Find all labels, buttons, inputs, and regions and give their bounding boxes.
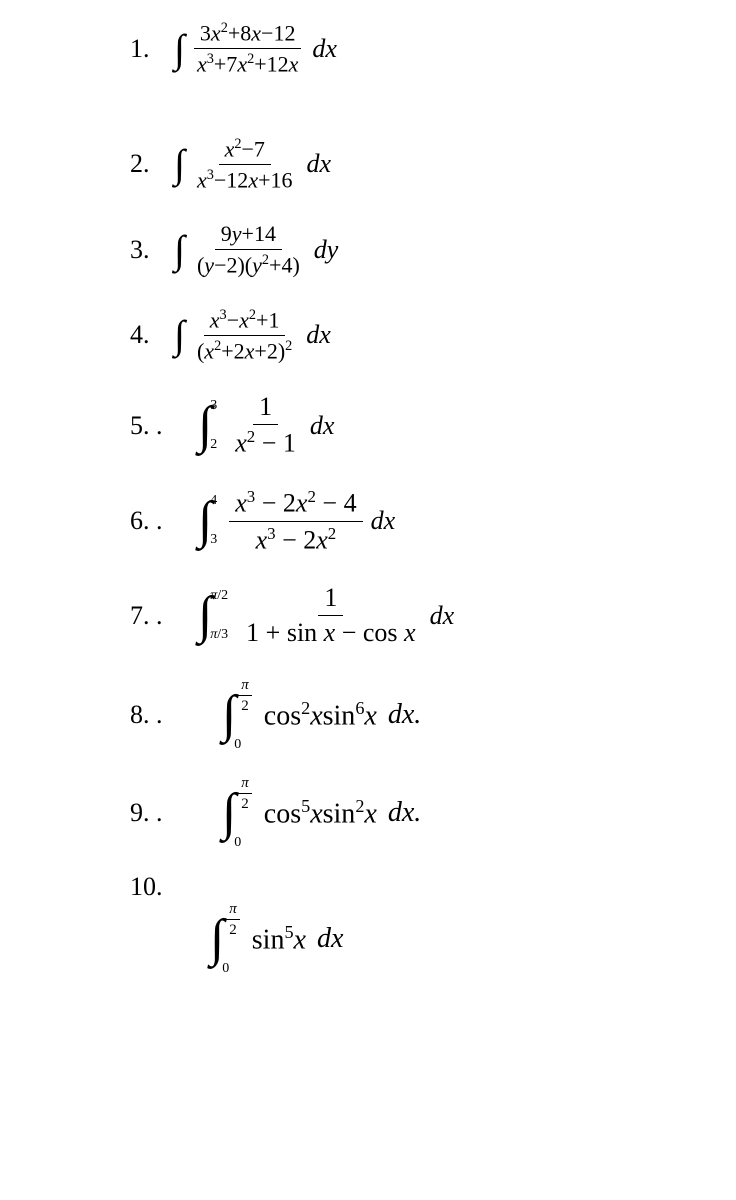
- math-expression: ∫ π 2 0 sin5x dx: [210, 900, 343, 978]
- fraction: x2−7 x3−12x+16: [191, 136, 299, 194]
- problem-7: 7. . ∫ π/2 π/3 1 1 + sin x − cos x dx: [0, 583, 736, 648]
- fraction: 9y+14 (y−2)(y2+4): [191, 221, 306, 278]
- differential: dx: [310, 411, 335, 441]
- problem-9: 9. . ∫ π 2 0 cos5xsin2x dx.: [0, 774, 736, 852]
- problem-2: 2. ∫ x2−7 x3−12x+16 dx: [0, 136, 736, 194]
- denominator: x3 − 2x2: [250, 522, 343, 556]
- integrand: cos5xsin2x: [264, 796, 377, 830]
- frac-top: π: [238, 774, 252, 794]
- problem-number: 3.: [130, 235, 166, 265]
- small-fraction: π 2: [226, 900, 240, 939]
- integral-sign: ∫: [198, 400, 212, 452]
- upper-bound: π 2: [234, 676, 256, 715]
- math-expression: ∫ 3 2 1 x2 − 1 dx: [198, 392, 334, 459]
- differential: dx.: [381, 797, 421, 829]
- problem-8: 8. . ∫ π 2 0 cos2xsin6x dx.: [0, 676, 736, 754]
- fraction: x3 − 2x2 − 4 x3 − 2x2: [229, 487, 362, 555]
- fraction: 3x2+8x−12 x3+7x2+12x: [191, 20, 304, 78]
- problem-6: 6. . ∫ 4 3 x3 − 2x2 − 4 x3 − 2x2 dx: [0, 487, 736, 555]
- upper-bound: π 2: [234, 774, 256, 813]
- integral-bounds: π 2 0: [222, 900, 244, 978]
- integral-sign: ∫: [174, 144, 185, 184]
- lower-bound: 0: [222, 961, 244, 978]
- problem-3: 3. ∫ 9y+14 (y−2)(y2+4) dy: [0, 221, 736, 278]
- problem-4: 4. ∫ x3−x2+1 (x2+2x+2)2 dx: [0, 307, 736, 365]
- differential: dy: [314, 235, 339, 265]
- integrand: sin5x: [252, 922, 306, 956]
- problem-list: 1. ∫ 3x2+8x−12 x3+7x2+12x dx 2. ∫ x2−7 x…: [0, 20, 736, 1006]
- differential: dx: [371, 506, 396, 536]
- numerator: 1: [253, 392, 278, 425]
- small-fraction: π 2: [238, 774, 252, 813]
- differential: dx.: [381, 699, 421, 731]
- denominator: (x2+2x+2)2: [191, 336, 298, 364]
- problem-number: 7. .: [130, 601, 166, 631]
- problem-number: 2.: [130, 149, 166, 179]
- frac-top: π: [238, 676, 252, 696]
- numerator: x2−7: [219, 136, 271, 165]
- math-expression: ∫ π/2 π/3 1 1 + sin x − cos x dx: [198, 583, 454, 648]
- fraction: x3−x2+1 (x2+2x+2)2: [191, 307, 298, 365]
- integral-bounds: π/2 π/3: [210, 588, 228, 644]
- frac-bot: 2: [238, 794, 252, 813]
- numerator: x3 − 2x2 − 4: [229, 487, 362, 522]
- lower-bound: 0: [234, 835, 256, 852]
- denominator: x3+7x2+12x: [191, 49, 304, 77]
- differential: dx: [312, 34, 337, 64]
- integral-sign: ∫: [174, 230, 185, 270]
- frac-top: π: [226, 900, 240, 920]
- denominator: (y−2)(y2+4): [191, 250, 306, 278]
- fraction: 1 x2 − 1: [229, 392, 302, 459]
- math-expression: ∫ 3x2+8x−12 x3+7x2+12x dx: [174, 20, 337, 78]
- math-expression: ∫ π 2 0 cos5xsin2x dx.: [222, 774, 421, 852]
- math-expression: ∫ π 2 0 cos2xsin6x dx.: [222, 676, 421, 754]
- upper-bound: π/2: [210, 588, 228, 605]
- problem-number: 6. .: [130, 506, 166, 536]
- math-expression: ∫ 4 3 x3 − 2x2 − 4 x3 − 2x2 dx: [198, 487, 395, 555]
- differential: dx: [306, 320, 331, 350]
- problem-10: 10. ∫ π 2 0 sin5x dx: [0, 872, 736, 978]
- integral-sign: ∫: [198, 590, 212, 642]
- math-expression: ∫ x2−7 x3−12x+16 dx: [174, 136, 331, 194]
- fraction: 1 1 + sin x − cos x: [240, 583, 421, 648]
- integral-sign: ∫: [222, 787, 236, 839]
- integral-sign: ∫: [210, 913, 224, 965]
- frac-bot: 2: [238, 696, 252, 715]
- integrand: cos2xsin6x: [264, 698, 377, 732]
- problem-5: 5. . ∫ 3 2 1 x2 − 1 dx: [0, 392, 736, 459]
- numerator: 9y+14: [215, 221, 282, 250]
- integral-sign: ∫: [222, 689, 236, 741]
- integral-sign: ∫: [174, 29, 185, 69]
- small-fraction: π 2: [238, 676, 252, 715]
- denominator: x3−12x+16: [191, 165, 299, 193]
- numerator: 1: [318, 583, 343, 616]
- math-expression: ∫ x3−x2+1 (x2+2x+2)2 dx: [174, 307, 331, 365]
- integral-sign: ∫: [198, 495, 212, 547]
- numerator: x3−x2+1: [204, 307, 286, 336]
- frac-bot: 2: [226, 920, 240, 939]
- problem-number: 8. .: [130, 700, 166, 730]
- problem-number: 1.: [130, 34, 166, 64]
- numerator: 3x2+8x−12: [194, 20, 302, 49]
- differential: dx: [310, 923, 343, 955]
- problem-number: 10.: [130, 872, 166, 902]
- integral-bounds: π 2 0: [234, 676, 256, 754]
- denominator: 1 + sin x − cos x: [240, 616, 421, 648]
- upper-bound: π 2: [222, 900, 244, 939]
- integral-sign: ∫: [174, 315, 185, 355]
- problem-number: 9. .: [130, 798, 166, 828]
- lower-bound: π/3: [210, 627, 228, 644]
- problem-number: 5. .: [130, 411, 166, 441]
- denominator: x2 − 1: [229, 425, 302, 459]
- problem-number: 4.: [130, 320, 166, 350]
- differential: dx: [430, 601, 455, 631]
- differential: dx: [307, 149, 332, 179]
- lower-bound: 0: [234, 737, 256, 754]
- math-expression: ∫ 9y+14 (y−2)(y2+4) dy: [174, 221, 338, 278]
- integral-bounds: π 2 0: [234, 774, 256, 852]
- problem-1: 1. ∫ 3x2+8x−12 x3+7x2+12x dx: [0, 20, 736, 78]
